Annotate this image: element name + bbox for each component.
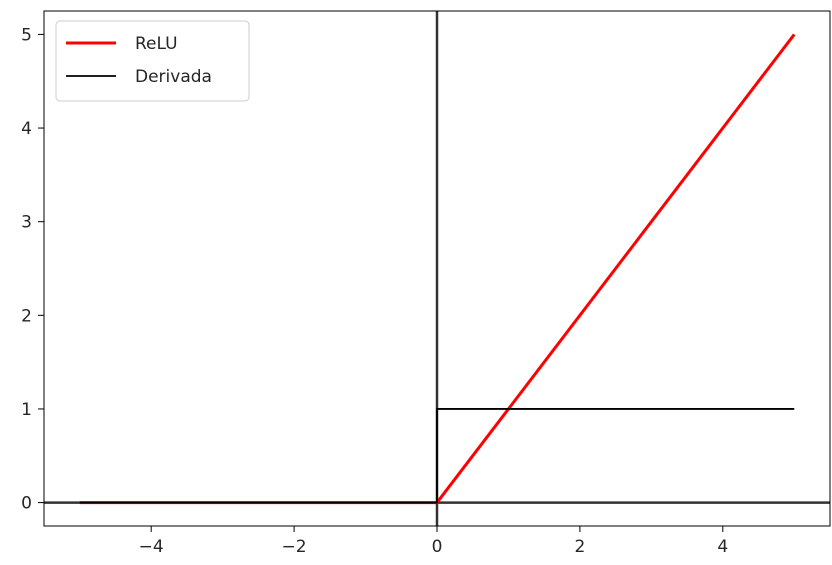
y-tick-label: 4 (21, 119, 32, 139)
y-tick-label: 1 (21, 400, 32, 420)
y-axis-ticks: 0 1 2 3 4 5 (21, 25, 44, 514)
x-tick-label: 2 (574, 537, 585, 557)
series-line-derivada (79, 408, 795, 504)
x-axis-ticks: −4 −2 0 2 4 (139, 526, 728, 557)
x-tick-label: −4 (139, 537, 164, 557)
series-layer (79, 33, 796, 505)
x-tick-label: 4 (717, 537, 728, 557)
legend-label-derivada: Derivada (135, 67, 212, 87)
legend: ReLU Derivada (55, 20, 250, 102)
y-tick-label: 0 (21, 494, 32, 514)
y-tick-label: 3 (21, 213, 32, 233)
legend-box (55, 20, 250, 102)
x-tick-label: 0 (432, 537, 443, 557)
y-tick-label: 2 (21, 306, 32, 326)
y-tick-label: 5 (21, 25, 32, 45)
x-tick-label: −2 (282, 537, 307, 557)
legend-label-relu: ReLU (135, 34, 178, 54)
